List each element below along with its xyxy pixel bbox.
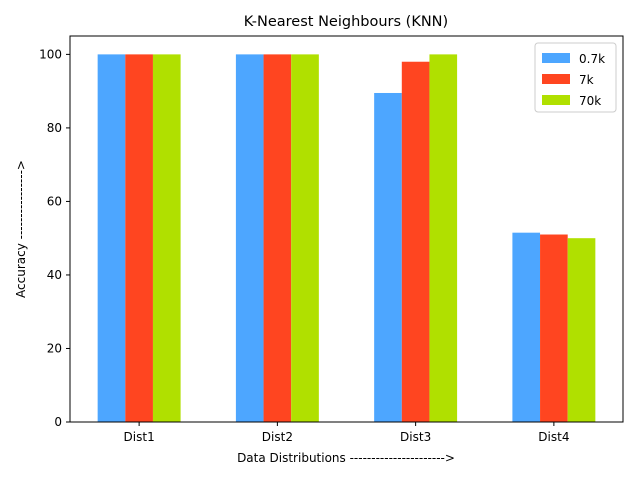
- bars-group: [97, 54, 596, 422]
- legend-label-0.7k: 0.7k: [579, 52, 605, 66]
- bar-dist4-7k: [540, 234, 568, 422]
- x-tick-label: Dist4: [538, 430, 569, 444]
- bar-dist4-70k: [567, 238, 596, 422]
- y-tick-label: 80: [47, 121, 62, 135]
- bar-dist4-0.7k: [512, 232, 541, 422]
- y-tick-label: 0: [54, 415, 62, 429]
- y-axis-label: Accuracy ---------------->: [14, 160, 28, 298]
- x-tick-label: Dist1: [124, 430, 155, 444]
- y-tick-label: 60: [47, 194, 62, 208]
- bar-dist3-70k: [429, 54, 458, 422]
- legend-label-7k: 7k: [579, 73, 594, 87]
- legend-label-70k: 70k: [579, 94, 601, 108]
- legend-swatch-70k: [542, 95, 570, 105]
- axes-group: Dist1 Dist2 Dist3 Dist4 0 20 40 60 80 100: [39, 35, 624, 444]
- bar-dist2-0.7k: [235, 54, 264, 422]
- x-axis-label: Data Distributions ---------------------…: [237, 451, 455, 465]
- bar-dist3-7k: [401, 61, 430, 422]
- y-tick-label: 40: [47, 268, 62, 282]
- legend-swatch-7k: [542, 74, 570, 84]
- legend-swatch-0.7k: [542, 53, 570, 63]
- legend: 0.7k 7k 70k: [534, 42, 617, 113]
- bar-dist1-0.7k: [97, 54, 126, 422]
- chart-title: K-Nearest Neighbours (KNN): [244, 14, 448, 30]
- x-tick-label: Dist2: [262, 430, 293, 444]
- bar-dist2-70k: [291, 54, 319, 422]
- y-tick-label: 20: [47, 341, 62, 355]
- bar-dist1-70k: [152, 54, 181, 422]
- bar-dist1-7k: [125, 54, 153, 422]
- plot-frame: [69, 35, 624, 423]
- bar-dist2-7k: [263, 54, 292, 422]
- bar-dist3-0.7k: [374, 92, 402, 422]
- y-tick-label: 100: [39, 47, 62, 61]
- x-tick-label: Dist3: [400, 430, 431, 444]
